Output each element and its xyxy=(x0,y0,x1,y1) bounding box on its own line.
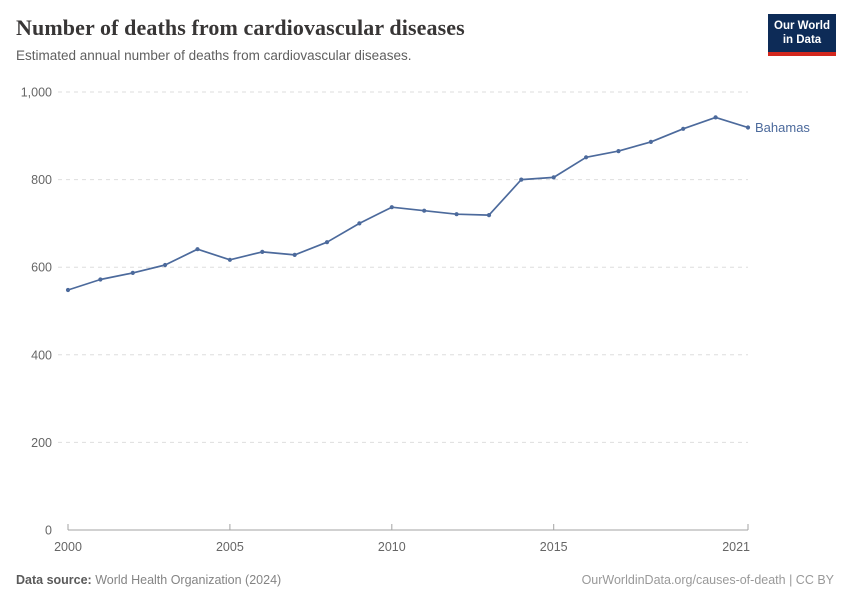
data-point-2017 xyxy=(616,149,621,154)
data-source-label: Data source: xyxy=(16,573,92,587)
data-point-2006 xyxy=(260,249,265,254)
credit-link[interactable]: OurWorldinData.org/causes-of-death | CC … xyxy=(581,573,834,587)
data-source: Data source: World Health Organization (… xyxy=(16,573,281,587)
data-point-2009 xyxy=(357,221,362,226)
x-axis-tick-label: 2015 xyxy=(540,540,568,554)
owid-logo-line2: in Data xyxy=(782,34,822,47)
data-point-2002 xyxy=(130,270,135,275)
x-axis-tick-label: 2010 xyxy=(378,540,406,554)
data-point-2021 xyxy=(745,125,751,130)
data-point-2016 xyxy=(584,155,589,160)
owid-logo[interactable]: Our World in Data xyxy=(768,14,836,56)
data-point-2007 xyxy=(292,252,297,257)
data-point-2019 xyxy=(681,126,686,131)
y-axis-tick-label: 400 xyxy=(31,348,52,362)
data-point-2020 xyxy=(713,115,718,120)
data-point-2000 xyxy=(65,287,71,293)
chart-footer: Data source: World Health Organization (… xyxy=(16,573,834,587)
y-axis-tick-label: 200 xyxy=(31,436,52,450)
data-point-2011 xyxy=(422,208,427,213)
data-point-2001 xyxy=(98,277,103,282)
chart-header: Number of deaths from cardiovascular dis… xyxy=(16,15,750,63)
entity-label: Bahamas xyxy=(755,120,810,135)
owid-logo-line1: Our World xyxy=(774,20,831,32)
x-axis-tick-label: 2021 xyxy=(722,540,750,554)
data-point-2015 xyxy=(551,175,556,180)
y-axis-tick-label: 1,000 xyxy=(21,86,52,100)
data-point-2003 xyxy=(163,262,168,268)
y-axis-tick-label: 600 xyxy=(31,261,52,275)
data-point-2005 xyxy=(227,257,232,262)
x-axis-tick-label: 2005 xyxy=(216,540,244,554)
chart-subtitle: Estimated annual number of deaths from c… xyxy=(16,48,412,64)
y-axis-tick-label: 0 xyxy=(45,524,52,538)
data-source-text: World Health Organization (2024) xyxy=(91,573,282,587)
data-point-2014 xyxy=(519,177,524,182)
data-point-2012 xyxy=(454,212,459,217)
data-point-2004 xyxy=(195,247,200,252)
data-point-2013 xyxy=(486,213,492,218)
data-point-2010 xyxy=(389,205,394,210)
data-point-2008 xyxy=(324,240,330,245)
series-line-bahamas xyxy=(67,116,749,291)
x-axis-tick-label: 2000 xyxy=(54,540,82,554)
data-point-2018 xyxy=(648,139,654,144)
chart-title: Number of deaths from cardiovascular dis… xyxy=(16,15,465,40)
y-axis-tick-label: 800 xyxy=(31,173,52,187)
